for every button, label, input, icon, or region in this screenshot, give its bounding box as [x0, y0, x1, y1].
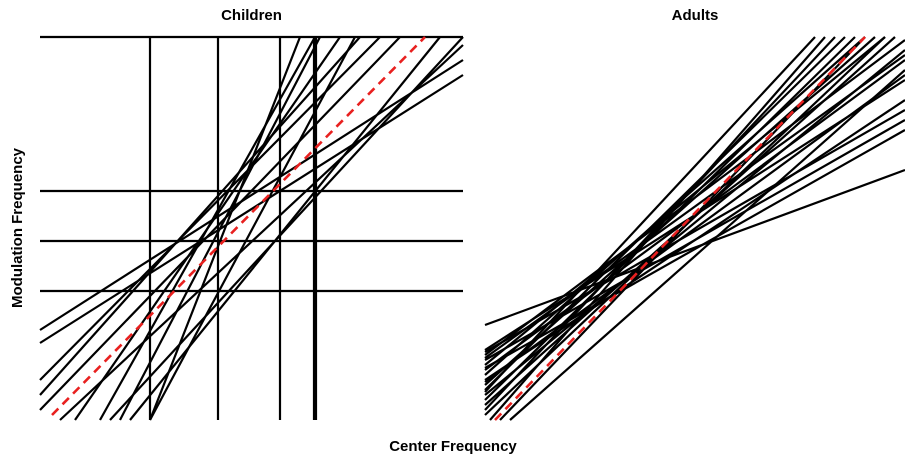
subject-line	[484, 129, 905, 369]
subject-line	[39, 36, 361, 396]
subject-line	[499, 36, 866, 421]
subject-line	[129, 36, 441, 421]
subject-line	[484, 168, 905, 327]
subject-line	[484, 99, 905, 381]
subject-line	[99, 36, 316, 421]
plot-area	[39, 35, 464, 421]
subject-line	[484, 36, 836, 411]
mean-line	[51, 36, 426, 416]
subject-line	[484, 109, 905, 353]
subject-line	[484, 36, 856, 401]
x-axis-label: Center Frequency	[389, 438, 517, 455]
subject-line	[509, 69, 905, 421]
subject-line	[484, 36, 816, 393]
panel-title: Adults	[672, 7, 719, 24]
subject-line	[149, 36, 356, 421]
subject-line	[489, 36, 826, 421]
subject-line	[119, 36, 321, 421]
subject-line	[59, 44, 464, 421]
mean-line	[494, 36, 866, 421]
subject-line	[484, 74, 905, 383]
subject-line	[39, 36, 401, 411]
y-axis-label: Modulation Frequency	[9, 147, 26, 308]
subject-line	[39, 74, 464, 344]
subject-line	[484, 49, 905, 396]
subject-line	[39, 59, 464, 331]
subject-line	[484, 54, 905, 359]
plot-area	[484, 36, 905, 421]
subject-line	[39, 36, 381, 381]
subject-line	[484, 36, 846, 391]
subject-line	[148, 36, 302, 421]
panel-title: Children	[221, 7, 282, 24]
